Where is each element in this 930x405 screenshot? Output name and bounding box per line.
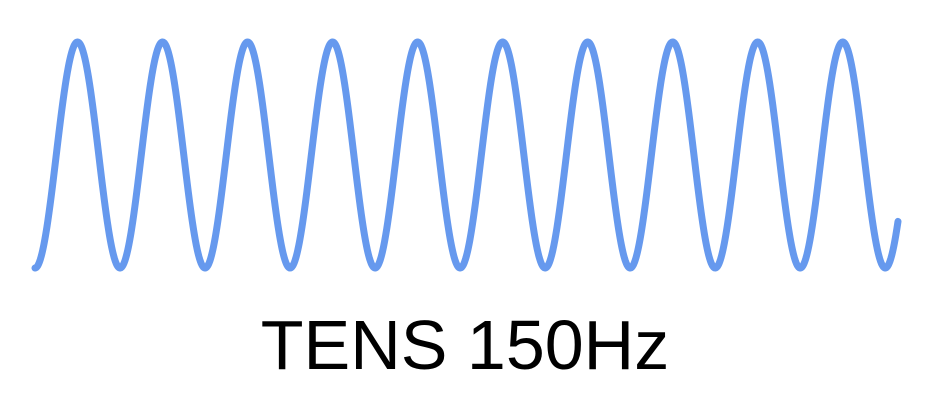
sine-waveform-figure	[31, 38, 902, 272]
sine-wave-line	[31, 38, 902, 272]
waveform-caption: TENS 150Hz	[260, 306, 670, 384]
